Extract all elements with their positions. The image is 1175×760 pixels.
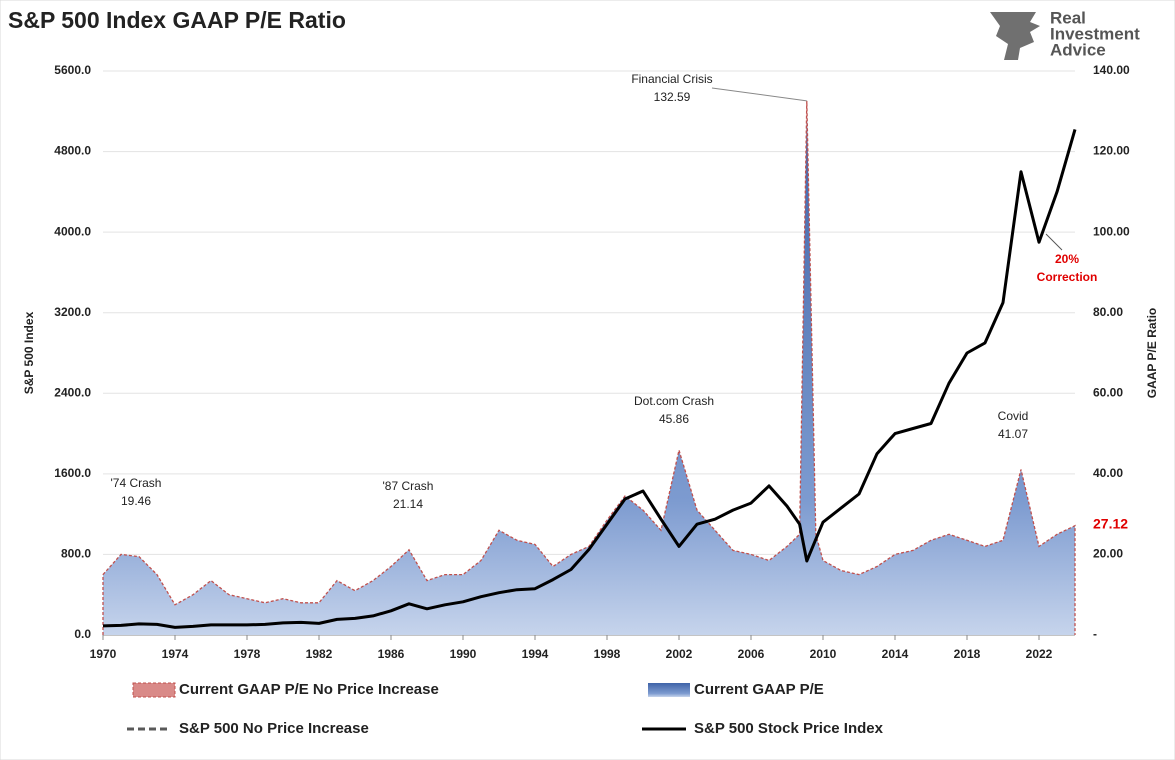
x-tick-label: 1970 [90, 647, 117, 661]
legend-label: S&P 500 No Price Increase [179, 720, 369, 737]
x-tick-label: 2014 [882, 647, 909, 661]
x-tick-label: 2018 [954, 647, 981, 661]
y-axis-title: S&P 500 Index [22, 311, 36, 394]
data-label: 132.59 [654, 90, 691, 104]
data-label: 45.86 [659, 412, 689, 426]
sp500-line [102, 128, 1077, 629]
pe-area [103, 100, 1075, 635]
logo-text: Advice [1050, 40, 1106, 59]
y-tick-label: 1600.0 [54, 466, 91, 480]
y2-tick-label: 120.00 [1093, 144, 1130, 158]
y-tick-label: 0.0 [74, 627, 91, 641]
y2-axis-title: GAAP P/E Ratio [1145, 308, 1159, 398]
y-tick-label: 3200.0 [54, 305, 91, 319]
leader-line [711, 87, 807, 102]
logo: Real Investment Advice [990, 8, 1140, 60]
annotation-title: '87 Crash [383, 479, 434, 493]
x-tick-label: 1998 [594, 647, 621, 661]
y2-tick-label: 100.00 [1093, 224, 1130, 238]
y2-tick-label: - [1093, 627, 1097, 641]
y-tick-label: 2400.0 [54, 385, 91, 399]
data-label: 41.07 [998, 427, 1028, 441]
last-value-label: 27.12 [1093, 515, 1128, 531]
y-tick-label: 5600.0 [54, 63, 91, 77]
logo-text: Investment [1050, 24, 1140, 43]
x-tick-label: 2006 [738, 647, 765, 661]
x-tick-label: 2002 [666, 647, 693, 661]
annotation-title: '74 Crash [111, 476, 162, 490]
x-tick-label: 1994 [522, 647, 549, 661]
logo-icon [990, 12, 1040, 60]
chart-title: S&P 500 Index GAAP P/E Ratio [8, 7, 346, 33]
y2-tick-label: 20.00 [1093, 547, 1123, 561]
data-label: 19.46 [121, 494, 151, 508]
y2-tick-label: 60.00 [1093, 385, 1123, 399]
annotation-title: Dot.com Crash [634, 394, 714, 408]
y2-tick-label: 40.00 [1093, 466, 1123, 480]
data-label: 21.14 [393, 497, 423, 511]
legend-swatch [132, 682, 176, 698]
x-tick-label: 1986 [378, 647, 405, 661]
legend-label: Current GAAP P/E No Price Increase [179, 681, 439, 698]
leader-line [1045, 233, 1063, 251]
y-tick-label: 800.0 [61, 547, 91, 561]
x-tick-label: 1982 [306, 647, 333, 661]
x-tick-label: 1978 [234, 647, 261, 661]
correction-note: Correction [1037, 270, 1098, 284]
legend-label: Current GAAP P/E [694, 681, 824, 698]
annotation-title: Covid [998, 409, 1029, 423]
y2-tick-label: 140.00 [1093, 63, 1130, 77]
legend-swatch [648, 683, 690, 697]
y-tick-label: 4800.0 [54, 144, 91, 158]
x-tick-label: 2022 [1026, 647, 1053, 661]
correction-note: 20% [1055, 252, 1079, 266]
annotation-title: Financial Crisis [631, 72, 712, 86]
x-tick-label: 2010 [810, 647, 837, 661]
logo-text: Real [1050, 8, 1086, 27]
y2-tick-label: 80.00 [1093, 305, 1123, 319]
y-tick-label: 4000.0 [54, 224, 91, 238]
legend-label: S&P 500 Stock Price Index [694, 720, 884, 737]
x-tick-label: 1990 [450, 647, 477, 661]
x-tick-label: 1974 [162, 647, 189, 661]
